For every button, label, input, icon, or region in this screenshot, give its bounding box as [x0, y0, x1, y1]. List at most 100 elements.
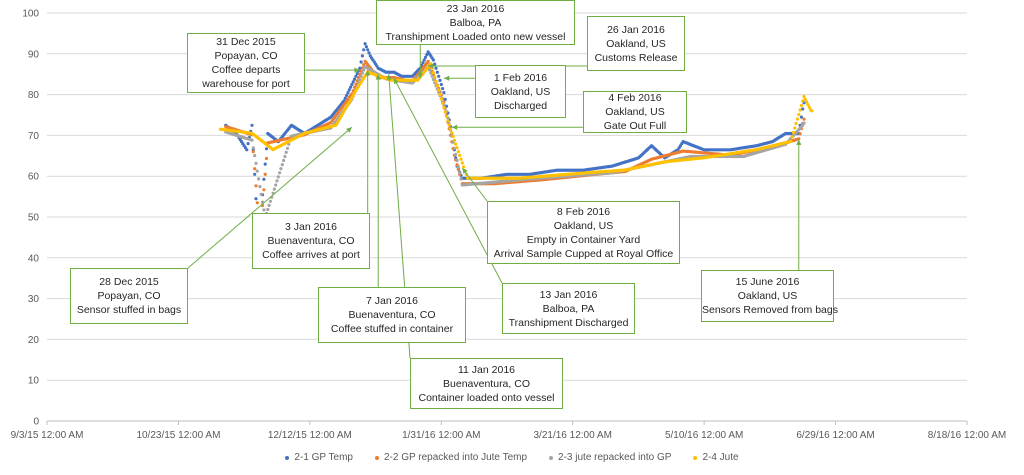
legend-item: 2-4 Jute — [693, 452, 739, 463]
annotation-box: 15 June 2016 Oakland, US Sensors Removed f… — [701, 270, 838, 322]
data-point — [358, 78, 362, 82]
annotation-line: 11 Jan 2016 — [457, 363, 516, 376]
data-point — [790, 135, 794, 139]
data-point — [343, 96, 347, 100]
data-point — [350, 82, 354, 87]
annotation-line: Popayan, CO — [97, 290, 161, 302]
data-point — [450, 131, 454, 135]
y-tick-label: 20 — [28, 335, 40, 346]
data-point — [442, 91, 446, 95]
annotation-box: 11 Jan 2016 Buenaventura, CO Container loa… — [410, 358, 563, 409]
data-point — [255, 201, 259, 205]
annotation-arrowhead — [386, 74, 392, 80]
data-point — [254, 161, 258, 165]
data-point — [422, 58, 426, 62]
annotation-arrowhead — [443, 75, 450, 81]
data-point — [438, 92, 442, 97]
data-point — [263, 162, 267, 166]
annotation-line: Sensor stuffed in bags — [76, 304, 182, 316]
data-point — [427, 68, 432, 72]
data-point — [267, 203, 271, 207]
y-tick-label: 60 — [28, 172, 40, 183]
data-point — [354, 74, 358, 78]
data-point — [351, 80, 355, 84]
data-point — [448, 127, 453, 131]
annotation-leader — [393, 78, 503, 284]
legend-marker-icon — [693, 455, 698, 460]
data-point — [367, 51, 371, 55]
data-point — [347, 88, 351, 92]
data-point — [275, 179, 279, 183]
data-point — [362, 68, 366, 72]
data-points — [218, 42, 814, 266]
data-point — [253, 167, 257, 171]
legend-item: 2-1 GP Temp — [285, 452, 353, 463]
data-point — [443, 110, 447, 114]
y-tick-label: 90 — [28, 49, 40, 60]
annotation-line: Coffee stuffed in container — [330, 323, 454, 335]
data-point — [349, 85, 353, 89]
data-point — [359, 60, 363, 64]
y-tick-label: 0 — [33, 417, 39, 428]
data-point — [431, 58, 435, 62]
legend: 2-1 GP Temp 2-2 GP repacked into Jute Tem… — [0, 452, 1024, 463]
annotation-arrowhead — [375, 74, 381, 80]
data-point — [442, 106, 446, 110]
annotation-line: Oakland, US — [490, 85, 551, 98]
data-point — [802, 94, 806, 99]
data-point — [801, 107, 805, 111]
annotation-line: Empty in Container Yard — [526, 233, 641, 246]
data-point — [810, 109, 814, 113]
data-point — [276, 175, 280, 179]
annotation-line: 13 Jan 2016 — [539, 288, 598, 301]
annotation-line: Oakland, US — [605, 106, 665, 118]
x-axis-ticks: 9/3/15 12:00 AM 10/23/15 12:00 AM 12/12/15… — [11, 421, 1006, 441]
data-point — [430, 74, 434, 78]
data-point — [253, 154, 257, 158]
annotation-line: 1 Feb 2016 — [493, 71, 548, 84]
data-point — [360, 71, 364, 75]
annotation-line: Transhipment Discharged — [508, 316, 629, 329]
data-point — [420, 63, 424, 67]
data-point — [334, 123, 338, 127]
data-point — [437, 74, 441, 78]
x-tick-label: 5/10/16 12:00 AM — [665, 430, 743, 441]
data-point — [456, 165, 460, 169]
annotation-box: 8 Feb 2016 Oakland, US Empty in Container … — [487, 201, 680, 264]
annotation-arrowhead — [354, 67, 360, 73]
data-point — [451, 134, 455, 139]
y-tick-label: 70 — [28, 131, 40, 142]
data-point — [454, 152, 458, 156]
y-tick-label: 80 — [28, 90, 40, 101]
data-point — [282, 158, 286, 163]
data-point — [789, 139, 793, 143]
data-point — [460, 161, 464, 165]
data-point — [806, 103, 810, 107]
annotation-arrowhead — [451, 124, 458, 130]
data-point — [439, 82, 443, 87]
annotation-line: Coffee departs — [211, 64, 281, 76]
data-point — [274, 183, 278, 187]
data-point — [797, 112, 801, 117]
data-point — [805, 100, 809, 104]
annotation-box: 31 Dec 2015 Popayan, CO Coffee departs ware… — [187, 33, 305, 93]
data-point — [246, 142, 250, 146]
annotation-line: Sensors Removed from bags — [702, 304, 838, 316]
data-point — [798, 108, 802, 112]
x-tick-label: 12/12/15 12:00 AM — [268, 430, 352, 441]
annotation-line: Balboa, PA — [449, 16, 502, 29]
data-point — [454, 142, 458, 146]
data-point — [272, 187, 276, 191]
data-point — [799, 115, 804, 119]
data-point — [245, 148, 249, 152]
annotation-line: 7 Jan 2016 — [366, 295, 418, 307]
data-point — [429, 71, 433, 75]
data-point — [435, 70, 439, 74]
annotation-line: 31 Dec 2015 — [216, 36, 276, 48]
annotation-line: Oakland, US — [553, 219, 614, 232]
x-tick-label: 8/18/16 12:00 AM — [928, 430, 1006, 441]
data-point — [363, 42, 367, 46]
data-point — [462, 165, 466, 169]
data-point — [423, 55, 428, 59]
